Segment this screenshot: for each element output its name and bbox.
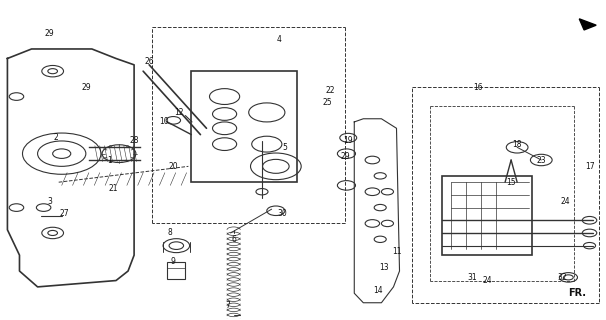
Text: 7: 7 — [225, 301, 230, 310]
Text: 8: 8 — [168, 228, 173, 237]
Text: 12: 12 — [175, 108, 184, 117]
Text: 3: 3 — [47, 197, 52, 206]
Text: 26: 26 — [144, 57, 154, 66]
Text: 28: 28 — [129, 136, 139, 146]
Text: 6: 6 — [231, 235, 236, 244]
Bar — [167, 261, 185, 279]
Text: 10: 10 — [159, 117, 169, 126]
Text: 14: 14 — [373, 285, 383, 295]
Text: 9: 9 — [171, 257, 176, 266]
Text: 5: 5 — [282, 143, 287, 152]
Text: 23: 23 — [536, 156, 546, 164]
Text: 2: 2 — [53, 133, 58, 142]
Text: 18: 18 — [513, 140, 522, 148]
Text: FR.: FR. — [568, 288, 587, 298]
Text: 13: 13 — [379, 263, 389, 272]
Polygon shape — [579, 19, 596, 30]
Text: 29: 29 — [81, 83, 91, 92]
Text: 24: 24 — [561, 197, 570, 206]
Text: 29: 29 — [341, 152, 350, 161]
Text: 17: 17 — [585, 162, 594, 171]
Text: 4: 4 — [276, 35, 281, 44]
Text: 24: 24 — [482, 276, 492, 285]
Text: 22: 22 — [325, 86, 335, 95]
Text: 32: 32 — [558, 273, 567, 282]
Text: 31: 31 — [467, 273, 477, 282]
Text: 25: 25 — [322, 99, 332, 108]
Text: 21: 21 — [108, 184, 118, 193]
Text: 29: 29 — [45, 28, 55, 38]
Text: 27: 27 — [60, 209, 70, 219]
Text: 30: 30 — [277, 209, 287, 219]
Text: 19: 19 — [344, 136, 353, 146]
Text: 16: 16 — [473, 83, 483, 92]
Text: 11: 11 — [391, 247, 401, 257]
Text: 1: 1 — [108, 156, 112, 164]
Bar — [442, 176, 532, 255]
Text: 20: 20 — [168, 162, 178, 171]
Text: 15: 15 — [506, 178, 516, 187]
Bar — [191, 71, 297, 182]
